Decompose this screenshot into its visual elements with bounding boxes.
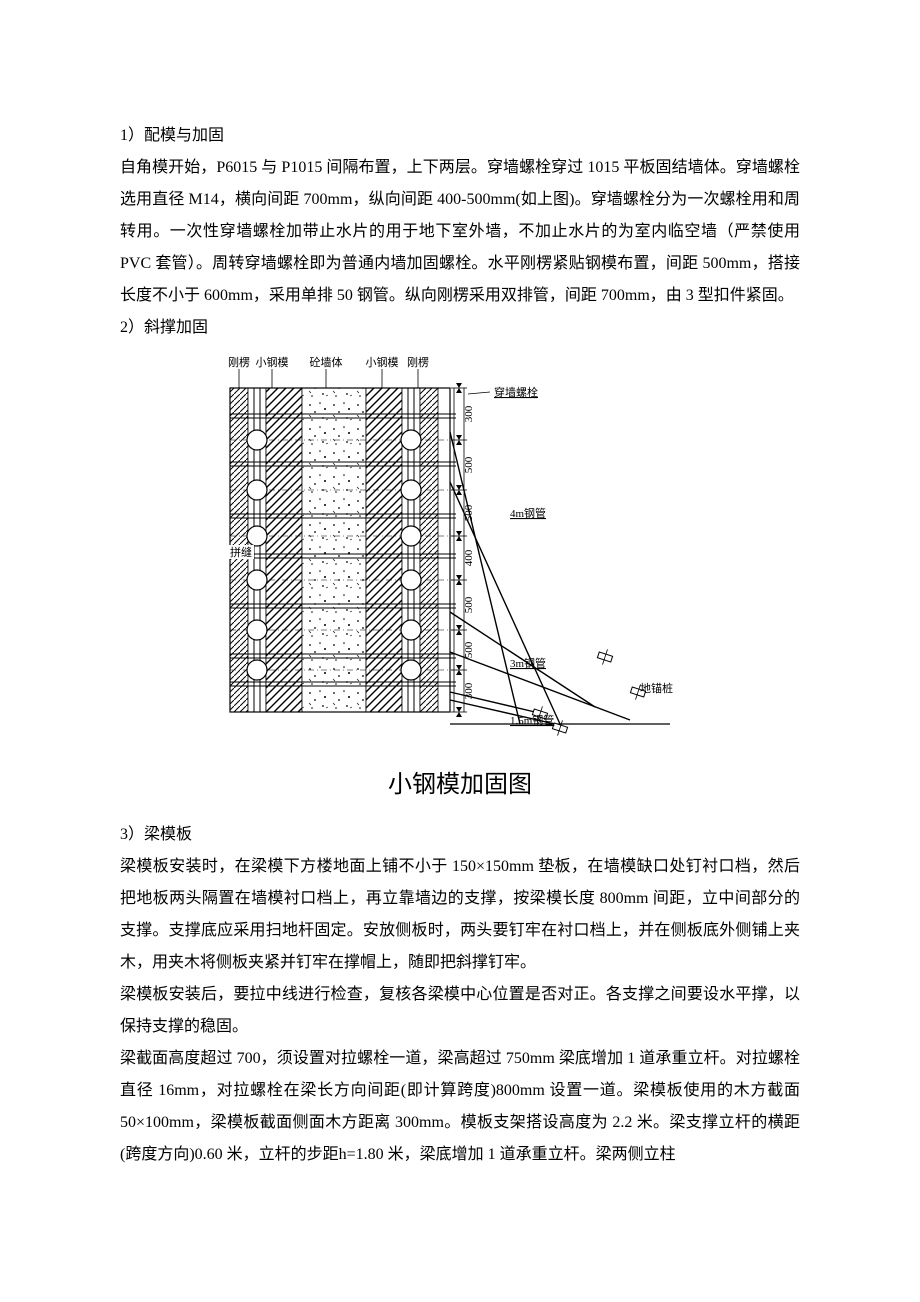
svg-text:刚楞: 刚楞	[407, 355, 429, 369]
svg-text:500: 500	[463, 596, 475, 613]
section-3-p1: 梁模板安装时，在梁模下方楼地面上铺不小于 150×150mm 垫板，在墙模缺口处…	[120, 851, 800, 979]
section-3-heading: 3）梁模板	[120, 819, 800, 851]
figure-wrapper: 刚楞小钢模砼墙体小钢模刚楞 拼缝 300500500400500500300 穿…	[120, 352, 800, 752]
svg-text:砼墙体: 砼墙体	[310, 355, 343, 369]
section-3-p2: 梁模板安装后，要拉中线进行检查，复核各梁模中心位置是否对正。各支撑之间要设水平撑…	[120, 979, 800, 1043]
svg-text:500: 500	[463, 641, 475, 658]
svg-text:1.5m钢管: 1.5m钢管	[510, 713, 554, 727]
svg-text:小钢模: 小钢模	[256, 356, 289, 369]
document-page: 1）配模与加固 自角模开始，P6015 与 P1015 间隔布置，上下两层。穿墙…	[0, 0, 920, 1302]
svg-text:4m钢管: 4m钢管	[510, 506, 546, 520]
section-2-heading: 2）斜撑加固	[120, 312, 800, 344]
section-1-body: 自角模开始，P6015 与 P1015 间隔布置，上下两层。穿墙螺栓穿过 101…	[120, 152, 800, 312]
svg-text:拼缝: 拼缝	[230, 545, 252, 559]
svg-text:500: 500	[463, 456, 475, 473]
svg-text:小钢模: 小钢模	[366, 356, 399, 369]
svg-text:地锚桩: 地锚桩	[640, 681, 673, 695]
formwork-diagram: 刚楞小钢模砼墙体小钢模刚楞 拼缝 300500500400500500300 穿…	[210, 352, 710, 752]
figure-caption: 小钢模加固图	[120, 764, 800, 799]
svg-text:400: 400	[463, 549, 475, 566]
svg-text:3m钢管: 3m钢管	[510, 656, 546, 670]
section-1-heading: 1）配模与加固	[120, 120, 800, 152]
section-3-p3: 梁截面高度超过 700，须设置对拉螺栓一道，梁高超过 750mm 梁底增加 1 …	[120, 1043, 800, 1171]
svg-text:刚楞: 刚楞	[228, 355, 250, 369]
svg-text:穿墙螺栓: 穿墙螺栓	[494, 385, 538, 399]
svg-text:300: 300	[463, 405, 475, 422]
